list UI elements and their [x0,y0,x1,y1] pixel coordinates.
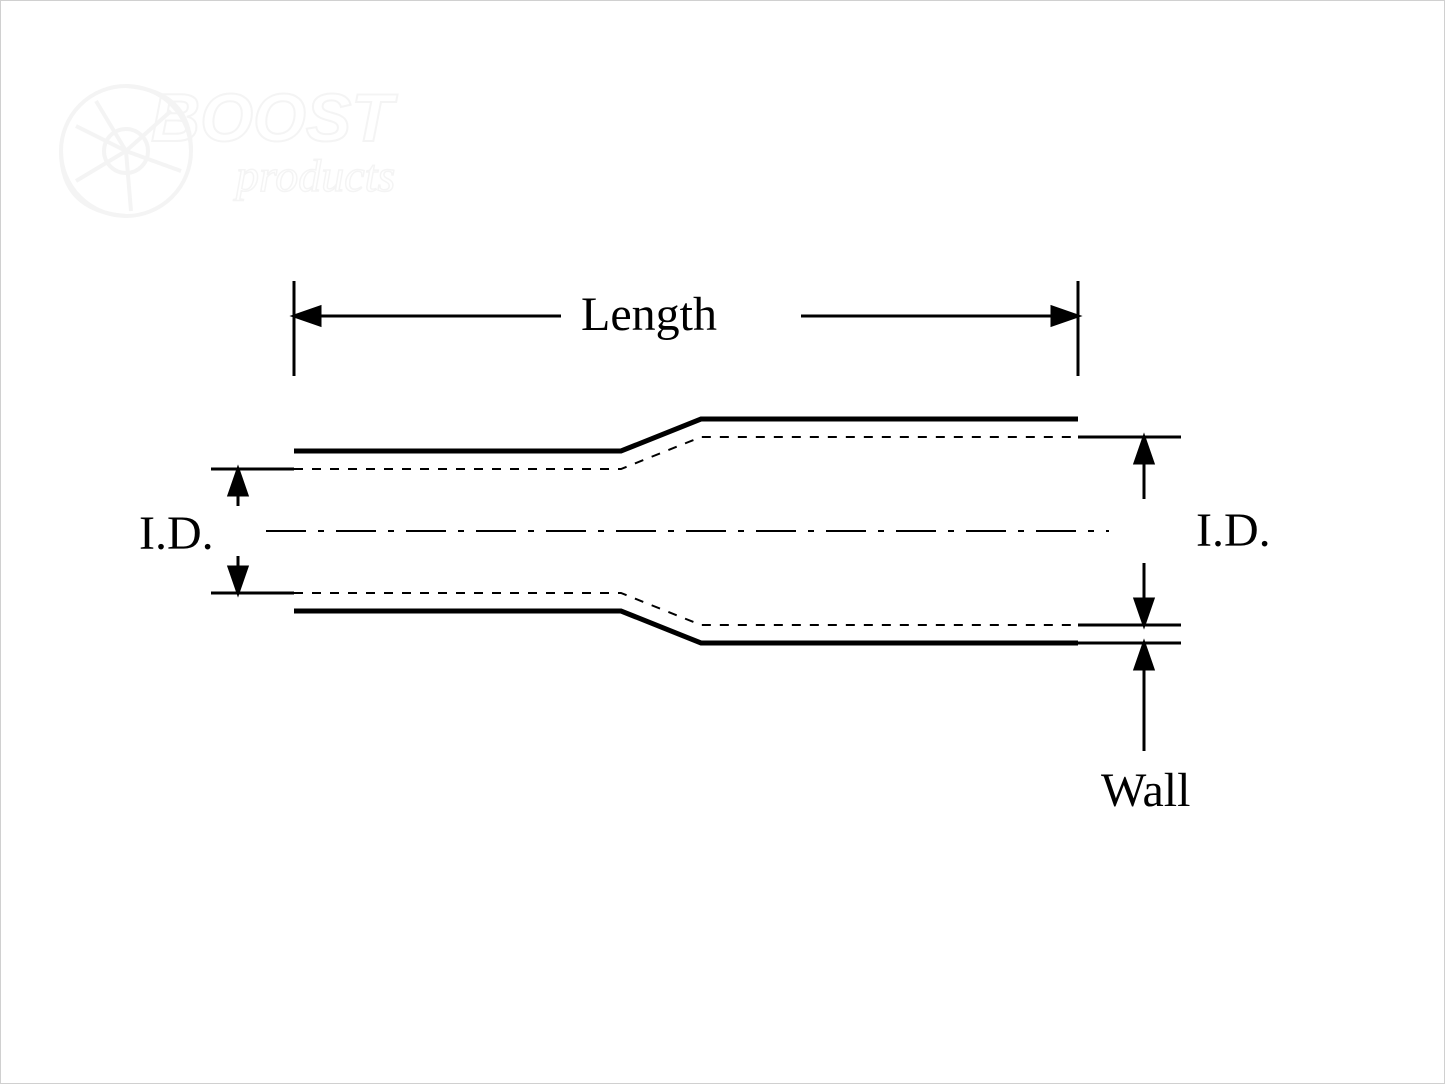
page: BOOST products [0,0,1445,1084]
id-right-label: I.D. [1196,503,1271,558]
wall-label: Wall [1101,763,1190,818]
wall-dimension [1078,643,1181,751]
id-left-label: I.D. [139,506,214,561]
length-label: Length [581,287,717,342]
